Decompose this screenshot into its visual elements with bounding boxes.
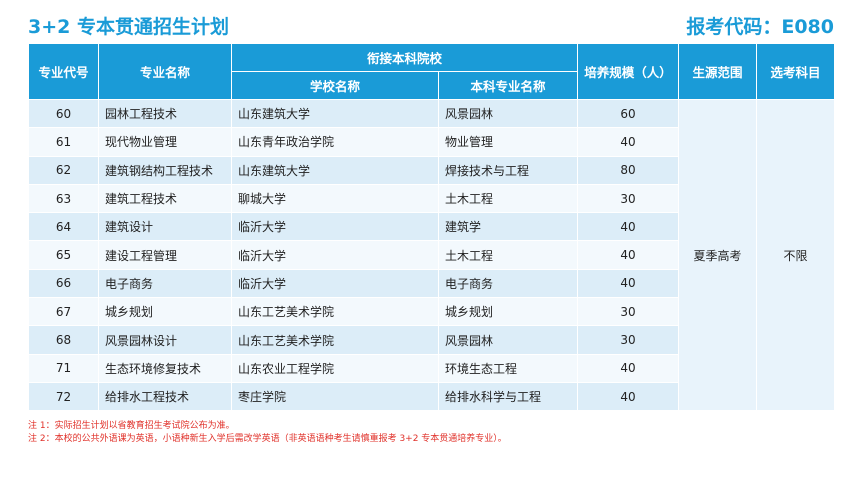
header-school-name: 学校名称 — [231, 71, 439, 100]
cell-major-name: 园林工程技术 — [98, 98, 232, 129]
exam-code: 报考代码：E080 — [686, 16, 834, 38]
cell-scale: 40 — [577, 127, 680, 157]
header-major-code: 专业代号 — [28, 43, 99, 100]
cell-subjects: 不限 — [756, 98, 836, 412]
cell-scale: 40 — [577, 212, 680, 242]
cell-major-code: 71 — [28, 353, 99, 383]
cell-scale: 40 — [577, 353, 680, 383]
cell-scale: 60 — [577, 98, 680, 129]
cell-major-name: 建筑钢结构工程技术 — [98, 155, 232, 185]
cell-major-name: 现代物业管理 — [98, 127, 232, 157]
cell-undergrad-major: 风景园林 — [437, 98, 579, 129]
cell-undergrad-major: 电子商务 — [437, 268, 579, 299]
cell-undergrad-major: 城乡规划 — [437, 297, 579, 327]
cell-source: 夏季高考 — [678, 98, 758, 412]
header-major-name: 专业名称 — [98, 43, 232, 100]
note-2: 注 2：本校的公共外语课为英语，小语种新生入学后需改学英语（非英语语种考生请慎重… — [28, 434, 507, 444]
cell-undergrad-major: 环境生态工程 — [437, 353, 579, 383]
cell-major-code: 65 — [28, 240, 99, 270]
table-row: 60 园林工程技术 山东建筑大学 风景园林 60 夏季高考 不限 — [28, 98, 836, 412]
cell-undergrad-major: 土木工程 — [437, 240, 579, 270]
cell-school-name: 山东建筑大学 — [231, 98, 439, 129]
cell-major-name: 给排水工程技术 — [98, 381, 232, 412]
cell-major-code: 66 — [28, 268, 99, 299]
cell-school-name: 枣庄学院 — [231, 381, 439, 412]
cell-undergrad-major: 土木工程 — [437, 183, 579, 214]
cell-major-name: 电子商务 — [98, 268, 232, 299]
cell-major-name: 建筑工程技术 — [98, 183, 232, 214]
cell-major-code: 72 — [28, 381, 99, 412]
cell-undergrad-major: 给排水科学与工程 — [437, 381, 579, 412]
cell-scale: 30 — [577, 325, 680, 355]
page-title: 3+2 专本贯通招生计划 — [28, 16, 229, 38]
cell-undergrad-major: 风景园林 — [437, 325, 579, 355]
cell-major-code: 67 — [28, 297, 99, 327]
cell-scale: 30 — [577, 297, 680, 327]
cell-major-name: 城乡规划 — [98, 297, 232, 327]
cell-major-code: 68 — [28, 325, 99, 355]
header-linked-undergrad: 衔接本科院校 — [230, 43, 579, 72]
cell-school-name: 临沂大学 — [231, 268, 439, 299]
cell-major-code: 61 — [28, 127, 99, 157]
cell-undergrad-major: 物业管理 — [437, 127, 579, 157]
cell-scale: 40 — [577, 268, 680, 299]
table-row: 68 风景园林设计 山东工艺美术学院 风景园林 30 — [28, 325, 835, 355]
cell-school-name: 山东农业工程学院 — [231, 353, 439, 383]
cell-school-name: 山东建筑大学 — [231, 155, 439, 185]
table-row: 65 建设工程管理 临沂大学 土木工程 40 — [28, 240, 835, 270]
table-row: 62 建筑钢结构工程技术 山东建筑大学 焊接技术与工程 80 — [28, 155, 835, 185]
cell-major-name: 风景园林设计 — [98, 325, 232, 355]
note-1: 注 1：实际招生计划以省教育招生考试院公布为准。 — [28, 421, 235, 431]
cell-undergrad-major: 建筑学 — [437, 212, 579, 242]
cell-scale: 30 — [577, 183, 680, 214]
cell-major-name: 生态环境修复技术 — [98, 353, 232, 383]
table-row: 67 城乡规划 山东工艺美术学院 城乡规划 30 — [28, 297, 835, 327]
enrollment-table: 专业代号 专业名称 衔接本科院校 培养规模（人） 生源范围 选考科目 学校名称 … — [28, 43, 836, 412]
cell-major-name: 建筑设计 — [98, 212, 232, 242]
cell-school-name: 山东青年政治学院 — [231, 127, 439, 157]
cell-major-code: 62 — [28, 155, 99, 185]
cell-scale: 80 — [577, 155, 680, 185]
cell-school-name: 山东工艺美术学院 — [231, 325, 439, 355]
header-subjects: 选考科目 — [756, 43, 836, 100]
cell-undergrad-major: 焊接技术与工程 — [437, 155, 579, 185]
cell-major-name: 建设工程管理 — [98, 240, 232, 270]
cell-major-code: 60 — [28, 98, 99, 129]
table-row: 61 现代物业管理 山东青年政治学院 物业管理 40 — [28, 127, 835, 157]
cell-major-code: 64 — [28, 212, 99, 242]
header-source: 生源范围 — [678, 43, 758, 100]
notes: 注 1：实际招生计划以省教育招生考试院公布为准。 注 2：本校的公共外语课为英语… — [28, 420, 507, 446]
cell-school-name: 临沂大学 — [231, 212, 439, 242]
cell-scale: 40 — [577, 381, 680, 412]
header-undergrad-major: 本科专业名称 — [437, 71, 579, 100]
cell-school-name: 临沂大学 — [231, 240, 439, 270]
header-scale: 培养规模（人） — [577, 43, 680, 100]
table-row: 72 给排水工程技术 枣庄学院 给排水科学与工程 40 — [28, 381, 835, 412]
cell-major-code: 63 — [28, 183, 99, 214]
cell-scale: 40 — [577, 240, 680, 270]
cell-school-name: 山东工艺美术学院 — [231, 297, 439, 327]
table-row: 64 建筑设计 临沂大学 建筑学 40 — [28, 212, 835, 242]
cell-school-name: 聊城大学 — [231, 183, 439, 214]
table-row: 63 建筑工程技术 聊城大学 土木工程 30 — [28, 183, 835, 214]
